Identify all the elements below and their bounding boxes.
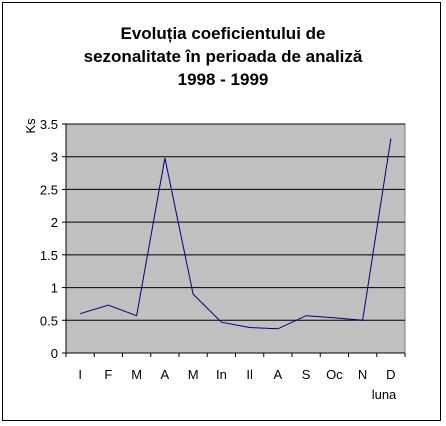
y-tick-label: 2.5: [40, 182, 58, 197]
x-tick-label: Oc: [326, 367, 343, 382]
y-tick-label: 0.5: [40, 313, 58, 328]
x-tick-label: I: [78, 367, 82, 382]
grid-lines: [66, 123, 405, 321]
chart-title-line-1: Evoluția coeficientului de: [120, 24, 326, 43]
x-tick-label: F: [104, 367, 112, 382]
y-tick-label: 1.5: [40, 248, 58, 263]
y-axis-ticks: 0 0.5 1 1.5 2 2.5 3 3.5: [40, 117, 66, 361]
x-tick-label: N: [358, 367, 367, 382]
x-tick-label: D: [386, 367, 395, 382]
x-tick-label: A: [274, 367, 283, 382]
y-tick-label: 2: [51, 215, 58, 230]
y-tick-label: 0: [51, 346, 58, 361]
plot-area: [65, 123, 406, 354]
x-axis-label: luna: [372, 387, 397, 402]
y-axis-label: Ks: [23, 118, 38, 134]
x-axis-ticks: I F M A M In Il A S Oc N D: [65, 353, 406, 382]
x-tick-label: Il: [246, 367, 253, 382]
x-tick-label: In: [216, 367, 227, 382]
y-tick-label: 1: [51, 281, 58, 296]
chart-title: Evoluția coeficientului de sezonalitate …: [0, 22, 446, 91]
x-tick-label: M: [188, 367, 199, 382]
x-tick-label: A: [161, 367, 170, 382]
series-line: [79, 138, 392, 330]
x-tick-label: S: [302, 367, 311, 382]
y-tick-label: 3: [51, 150, 58, 165]
y-tick-label: 3.5: [40, 117, 58, 132]
chart-title-line-3: 1998 - 1999: [177, 70, 269, 89]
chart-title-line-2: sezonalitate în perioada de analiză: [83, 47, 363, 66]
x-tick-label: M: [131, 367, 142, 382]
